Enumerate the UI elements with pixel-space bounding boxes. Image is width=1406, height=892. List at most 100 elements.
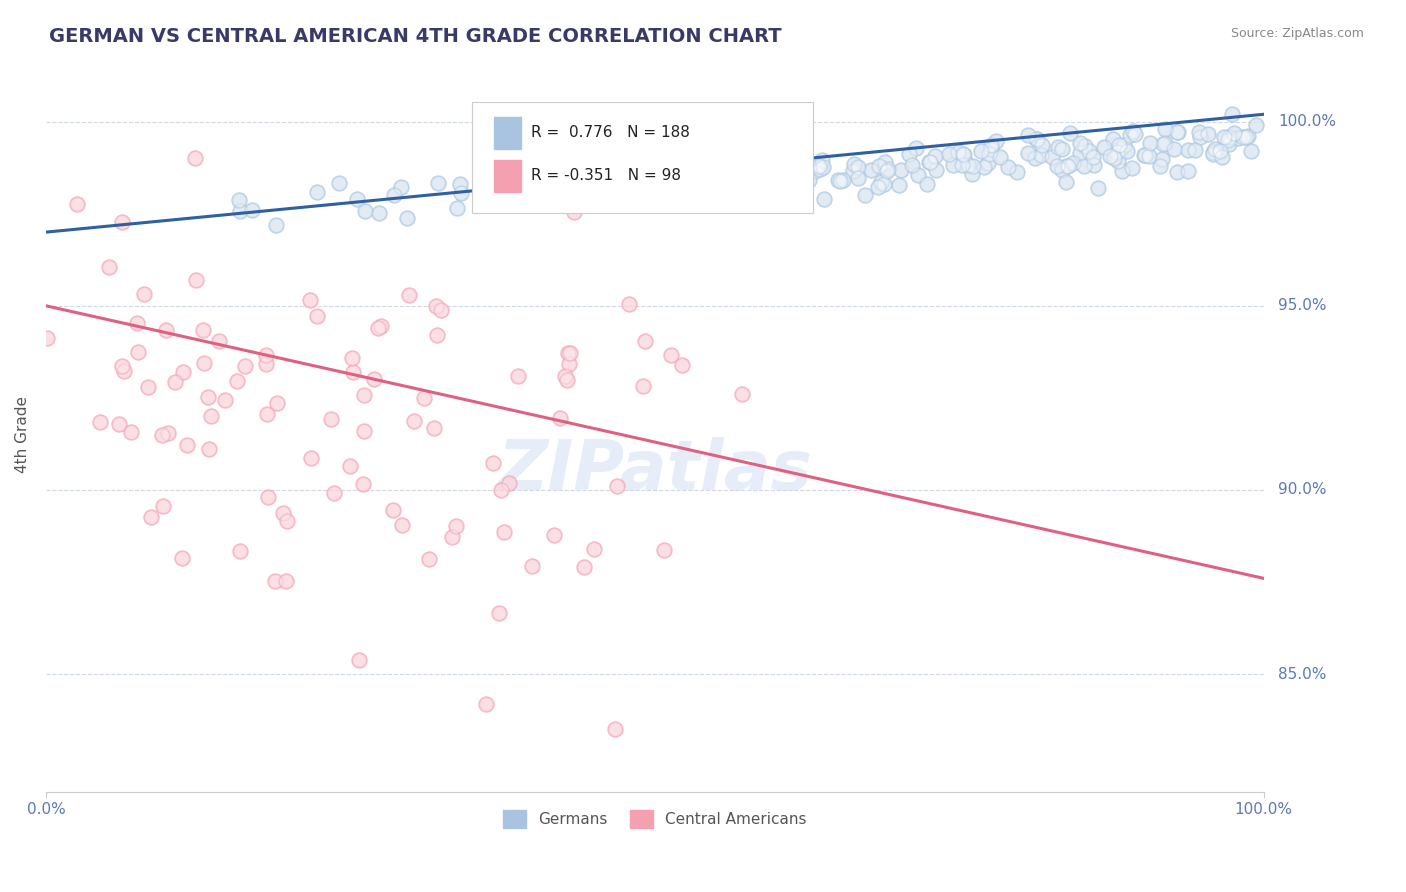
Point — [917, 177, 939, 191]
Point — [352, 476, 374, 491]
Point — [904, 141, 927, 155]
Point — [811, 160, 834, 174]
Point — [155, 323, 177, 337]
Point — [997, 160, 1019, 174]
Point — [494, 524, 516, 539]
Point — [693, 165, 716, 179]
Point — [807, 159, 830, 173]
Point — [1227, 131, 1250, 145]
Point — [772, 170, 794, 185]
Point — [640, 153, 662, 167]
Point — [603, 723, 626, 737]
Point — [228, 193, 250, 207]
Point — [832, 173, 855, 187]
Bar — [494, 117, 520, 149]
Point — [579, 182, 602, 196]
Point — [1024, 151, 1046, 165]
Point — [1234, 130, 1257, 145]
Point — [1073, 139, 1095, 153]
Point — [132, 287, 155, 301]
Point — [426, 327, 449, 342]
Point — [193, 356, 215, 370]
Text: GERMAN VS CENTRAL AMERICAN 4TH GRADE CORRELATION CHART: GERMAN VS CENTRAL AMERICAN 4TH GRADE COR… — [49, 27, 782, 45]
Point — [661, 348, 683, 362]
Point — [652, 176, 675, 190]
Point — [1111, 164, 1133, 178]
Point — [276, 574, 298, 588]
Point — [508, 179, 530, 194]
Point — [567, 194, 589, 208]
Point — [869, 175, 891, 189]
Point — [494, 524, 516, 539]
Point — [671, 358, 693, 372]
Point — [1083, 158, 1105, 172]
Point — [830, 174, 852, 188]
Point — [1223, 126, 1246, 140]
Point — [1069, 136, 1091, 150]
Point — [868, 159, 890, 173]
Point — [191, 323, 214, 337]
Point — [347, 653, 370, 667]
Point — [482, 457, 505, 471]
Point — [418, 552, 440, 566]
Point — [367, 320, 389, 334]
Point — [66, 197, 89, 211]
Point — [1040, 150, 1063, 164]
Point — [917, 177, 939, 191]
Point — [557, 357, 579, 371]
Point — [946, 145, 969, 159]
Point — [35, 331, 58, 345]
Point — [430, 302, 453, 317]
Point — [446, 201, 468, 215]
Point — [482, 457, 505, 471]
Point — [353, 388, 375, 402]
Point — [810, 153, 832, 167]
Point — [200, 409, 222, 424]
Point — [1024, 151, 1046, 165]
Point — [1133, 148, 1156, 162]
Point — [813, 192, 835, 206]
Point — [759, 168, 782, 182]
Point — [960, 167, 983, 181]
Point — [924, 148, 946, 162]
Point — [370, 318, 392, 333]
Point — [305, 186, 328, 200]
Point — [1167, 125, 1189, 139]
Point — [229, 544, 252, 558]
Point — [669, 166, 692, 180]
Point — [157, 426, 180, 441]
Point — [35, 331, 58, 345]
Point — [973, 160, 995, 174]
Point — [731, 386, 754, 401]
Point — [1122, 124, 1144, 138]
Point — [950, 158, 973, 172]
Point — [759, 166, 782, 180]
Point — [1069, 136, 1091, 150]
Point — [299, 293, 322, 307]
Point — [66, 197, 89, 211]
Point — [264, 218, 287, 232]
Point — [582, 542, 605, 557]
Point — [956, 158, 979, 172]
Point — [1184, 143, 1206, 157]
Point — [1099, 149, 1122, 163]
Point — [1218, 130, 1240, 145]
Point — [1108, 153, 1130, 168]
Point — [197, 390, 219, 404]
Point — [830, 174, 852, 188]
Point — [1244, 119, 1267, 133]
Text: 95.0%: 95.0% — [1278, 298, 1327, 313]
Point — [827, 173, 849, 187]
Point — [977, 147, 1000, 161]
Point — [228, 204, 250, 219]
Point — [1017, 128, 1039, 142]
Point — [813, 192, 835, 206]
Point — [1232, 129, 1254, 144]
Point — [256, 407, 278, 421]
Point — [264, 574, 287, 589]
Point — [176, 438, 198, 452]
Point — [652, 542, 675, 557]
Point — [1187, 125, 1209, 139]
Point — [731, 386, 754, 401]
Point — [136, 380, 159, 394]
